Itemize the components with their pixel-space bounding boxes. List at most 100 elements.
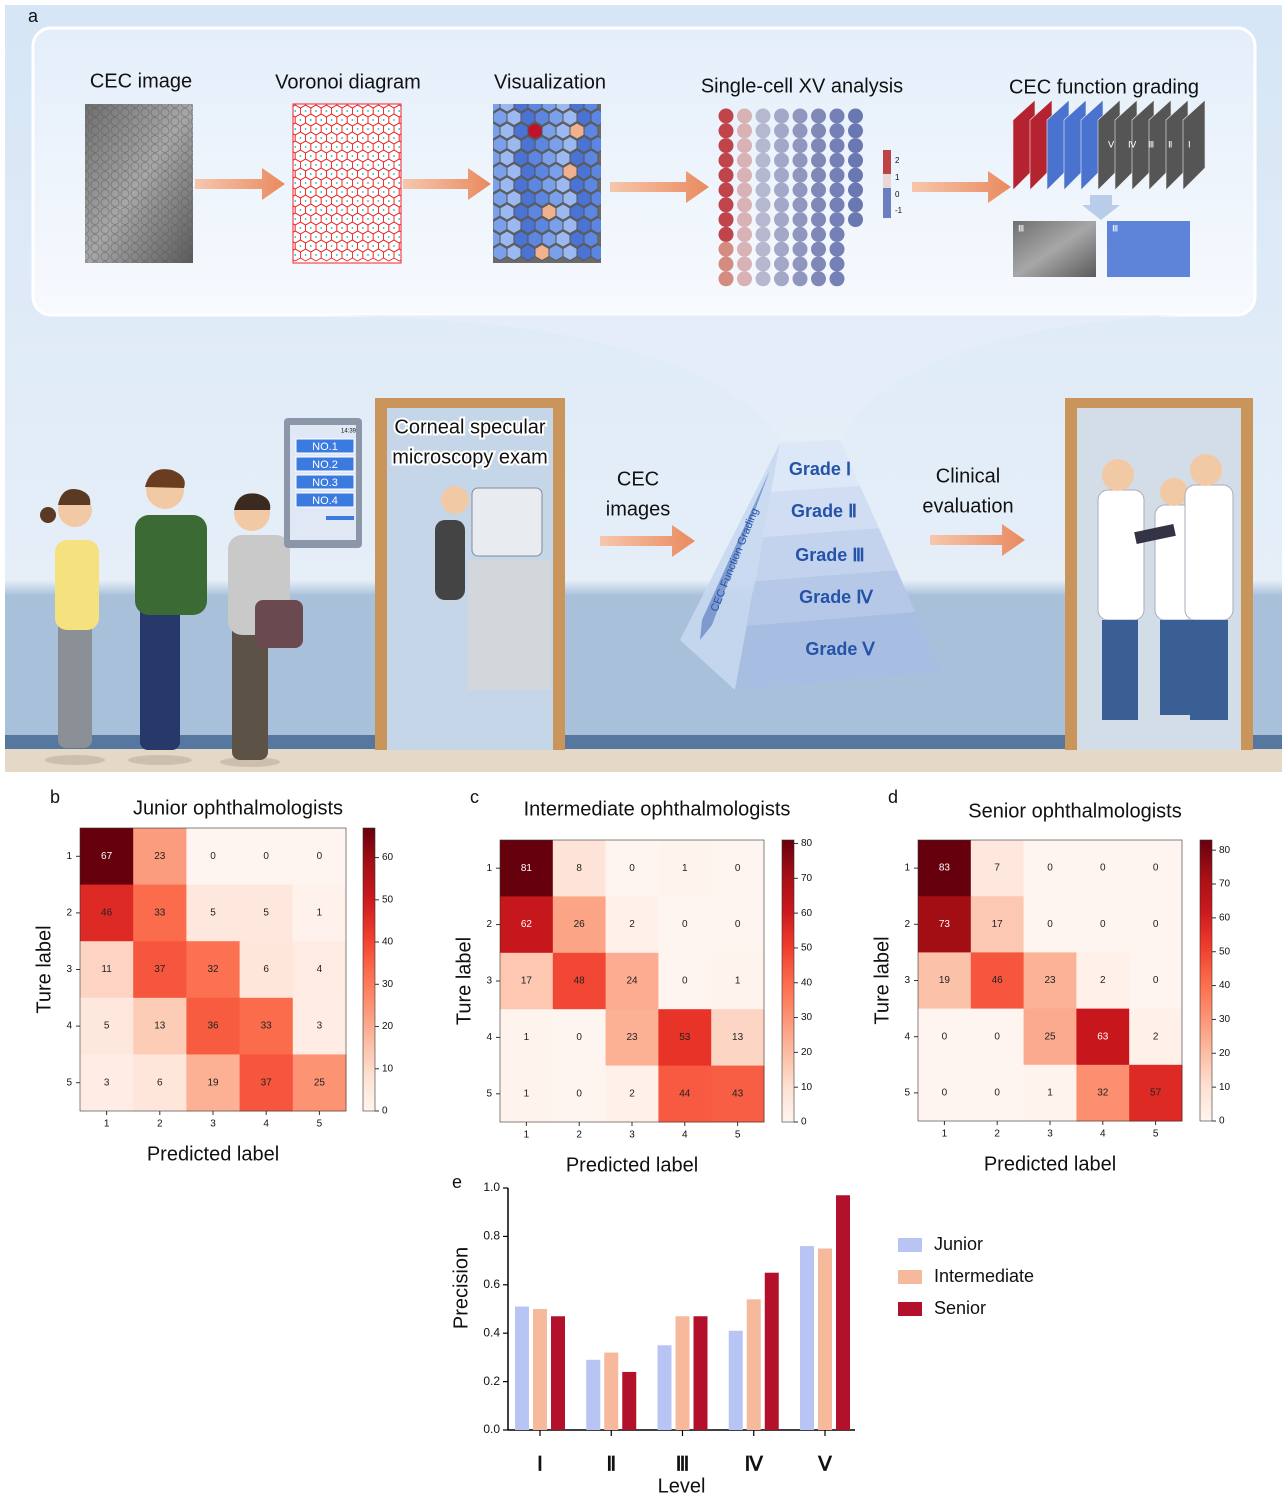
panel-a: a CEC image Voronoi diagram Visualizatio… (5, 5, 1282, 772)
cell-center (352, 245, 354, 247)
visual-cell (549, 164, 563, 180)
dot (848, 123, 863, 138)
cell-center (372, 173, 374, 175)
cell-center (294, 218, 296, 220)
visual-cell (514, 123, 528, 139)
dot (793, 153, 808, 168)
dot (719, 168, 734, 183)
cell-center (398, 182, 400, 184)
cell-label: 33 (261, 1021, 273, 1032)
y-tick-label: 1 (904, 863, 910, 874)
dot (793, 212, 808, 227)
visual-cell (528, 150, 542, 166)
colorbar-tick-label: 20 (1219, 1048, 1231, 1059)
dot (756, 168, 771, 183)
cell-center (378, 218, 380, 220)
cell-label: 2 (629, 1088, 635, 1099)
x-tick-label: Ⅲ (676, 1453, 690, 1475)
dot (811, 197, 826, 212)
visual-cell (549, 191, 563, 207)
dot (774, 242, 789, 257)
dot (848, 212, 863, 227)
visual-cell (563, 110, 577, 126)
cell-center (315, 200, 317, 202)
colorbar-tick-label: 60 (801, 908, 813, 919)
cell-center (341, 227, 343, 229)
visual-cell (535, 245, 549, 261)
dot (756, 109, 771, 124)
dot (811, 168, 826, 183)
x-tick-label: 5 (317, 1119, 323, 1130)
cell-center (310, 191, 312, 193)
cell-center (310, 137, 312, 139)
chart-title: Junior ophthalmologists (133, 797, 343, 819)
colorbar-tick-label: 70 (1219, 879, 1231, 890)
cell-center (367, 236, 369, 238)
cell-center (300, 173, 302, 175)
step-title: Single-cell XV analysis (701, 75, 903, 97)
dot (848, 109, 863, 124)
cell-label: 37 (154, 964, 166, 975)
cell-center (320, 137, 322, 139)
visual-cell (577, 110, 591, 126)
dot (719, 138, 734, 153)
dot (719, 183, 734, 198)
cell-center (367, 200, 369, 202)
dot (774, 212, 789, 227)
colorbar (363, 828, 375, 1111)
cell-center (294, 128, 296, 130)
cell-label: 1 (1047, 1088, 1053, 1099)
dot (756, 123, 771, 138)
mini-colorbar-label: 2 (895, 156, 900, 165)
cell-label: 0 (1100, 919, 1106, 930)
cell-label: 73 (939, 919, 951, 930)
cell-center (393, 119, 395, 121)
cell-center (300, 137, 302, 139)
cell-center (294, 164, 296, 166)
dot (737, 183, 752, 198)
bar (765, 1273, 779, 1430)
cell-center (352, 209, 354, 211)
cell-center (315, 128, 317, 130)
mini-colorbar (883, 184, 891, 218)
visual-cell (577, 164, 591, 180)
cell-center (362, 137, 364, 139)
cell-center (357, 128, 359, 130)
panel-label: b (50, 787, 60, 807)
visual-cell (528, 123, 542, 139)
grade-label: Grade Ⅲ (795, 545, 864, 565)
cell-center (336, 128, 338, 130)
dot (793, 138, 808, 153)
y-tick-label: 4 (66, 1021, 72, 1032)
step-title: Visualization (494, 71, 606, 93)
cell-label: 0 (1100, 863, 1106, 874)
visual-cell (556, 231, 570, 247)
cell-center (398, 200, 400, 202)
legend-label: Senior (934, 1298, 986, 1318)
cell-label: 2 (1100, 975, 1106, 986)
cell-center (300, 209, 302, 211)
cell-center (300, 119, 302, 121)
cell-center (357, 110, 359, 112)
cell-label: 4 (317, 964, 323, 975)
cell-center (398, 164, 400, 166)
cec-texture (85, 104, 193, 263)
y-tick-label: 3 (486, 976, 492, 987)
queue-label: NO.1 (312, 441, 338, 453)
x-tick-label: 3 (210, 1119, 216, 1130)
colorbar-tick-label: 10 (801, 1082, 813, 1093)
cell-center (367, 218, 369, 220)
y-tick-label: 0.0 (483, 1422, 500, 1436)
dot (811, 242, 826, 257)
cell-center (305, 218, 307, 220)
cell-center (326, 164, 328, 166)
visual-cell (535, 137, 549, 153)
cell-label: 0 (629, 863, 635, 874)
x-tick-label: 4 (263, 1119, 269, 1130)
cell-center (331, 119, 333, 121)
cell-center (378, 200, 380, 202)
colorbar-tick-label: 80 (1219, 845, 1231, 856)
cell-center (352, 191, 354, 193)
y-tick-label: 1 (486, 863, 492, 874)
